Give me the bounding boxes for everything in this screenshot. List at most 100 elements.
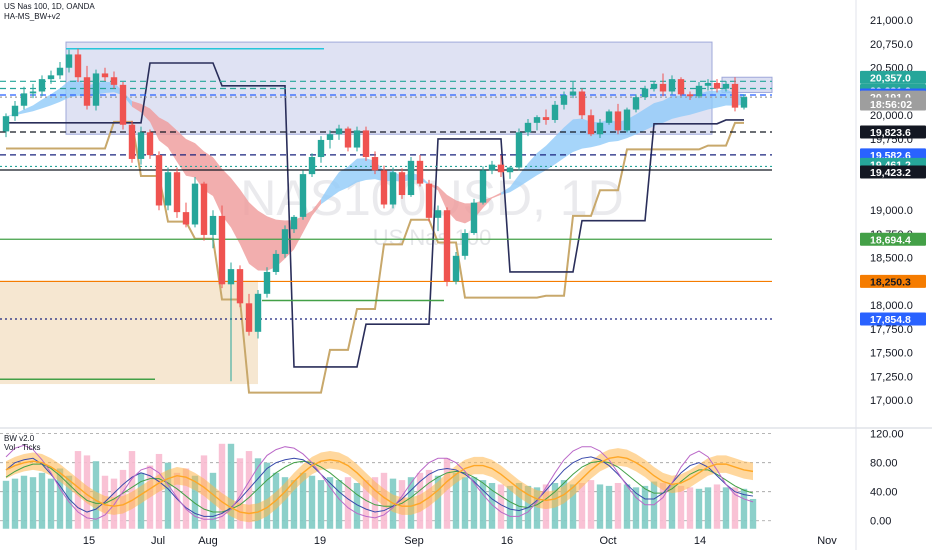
candle-body[interactable]	[11, 105, 19, 117]
oscillator-title[interactable]: BW v2.0	[4, 434, 35, 443]
candle-body[interactable]	[578, 91, 586, 116]
candle-body[interactable]	[380, 170, 388, 205]
price-badge-label: 17,854.8	[870, 314, 911, 326]
candle-body[interactable]	[290, 216, 298, 230]
candle-body[interactable]	[173, 172, 181, 213]
cloud-ribbon-segment	[708, 90, 717, 110]
candle-body[interactable]	[497, 164, 505, 173]
time-axis[interactable]: 15 Jul Aug 19 Sep 16 Oct 14 Nov	[83, 535, 837, 547]
candle-body[interactable]	[74, 54, 82, 78]
candle-body[interactable]	[533, 117, 541, 123]
candle-body[interactable]	[632, 97, 640, 110]
candle-body[interactable]	[371, 157, 379, 171]
candle-body[interactable]	[524, 122, 532, 133]
candle-body[interactable]	[299, 174, 307, 217]
candle-body[interactable]	[164, 172, 172, 206]
candle-body[interactable]	[542, 117, 550, 120]
candle-body[interactable]	[281, 229, 289, 254]
candle-body[interactable]	[452, 255, 460, 282]
candle-body[interactable]	[110, 77, 118, 85]
candle-body[interactable]	[182, 212, 190, 225]
candle-body[interactable]	[389, 172, 397, 205]
candle-body[interactable]	[443, 210, 451, 282]
price-badge-label: 19,423.2	[870, 167, 911, 179]
candle-body[interactable]	[47, 75, 55, 80]
indicator-title[interactable]: HA-MS_BW+v2	[4, 12, 61, 21]
candle-body[interactable]	[569, 91, 577, 96]
candle-body[interactable]	[461, 233, 469, 256]
candle-body[interactable]	[2, 116, 10, 132]
volume-bar	[335, 480, 343, 529]
candle-body[interactable]	[65, 54, 73, 68]
candle-body[interactable]	[722, 83, 730, 89]
candle-body[interactable]	[398, 172, 406, 196]
price-pane[interactable]	[0, 47, 772, 394]
candle-body[interactable]	[20, 93, 28, 106]
candle-body[interactable]	[326, 134, 334, 140]
candle-body[interactable]	[713, 82, 721, 89]
candle-body[interactable]	[155, 155, 163, 206]
oscillator-pane[interactable]	[0, 433, 772, 529]
candle-body[interactable]	[146, 132, 154, 156]
candle-body[interactable]	[227, 269, 235, 285]
candle-body[interactable]	[605, 111, 613, 123]
candle-body[interactable]	[596, 122, 604, 135]
candle-body[interactable]	[677, 79, 685, 95]
candle-body[interactable]	[101, 73, 109, 78]
candle-body[interactable]	[119, 84, 127, 125]
candle-body[interactable]	[407, 160, 415, 196]
candle-body[interactable]	[38, 79, 46, 92]
candle-body[interactable]	[470, 202, 478, 234]
candle-body[interactable]	[245, 303, 253, 332]
candle-body[interactable]	[434, 210, 442, 218]
candle-body[interactable]	[83, 77, 91, 106]
candle-body[interactable]	[308, 157, 316, 175]
candle-body[interactable]	[560, 95, 568, 105]
candle-body[interactable]	[272, 253, 280, 272]
candle-body[interactable]	[254, 293, 262, 332]
candle-body[interactable]	[695, 85, 703, 97]
candle-body[interactable]	[209, 215, 217, 235]
volume-title[interactable]: Vol · Ticks	[4, 443, 41, 452]
candle-body[interactable]	[344, 128, 352, 148]
candle-body[interactable]	[29, 91, 37, 94]
candle-body[interactable]	[731, 83, 739, 108]
candle-body[interactable]	[128, 124, 136, 159]
candle-body[interactable]	[515, 132, 523, 168]
volume-bar	[218, 443, 226, 529]
candle-body[interactable]	[263, 271, 271, 294]
candle-body[interactable]	[218, 215, 226, 285]
candle-body[interactable]	[56, 67, 64, 76]
candle-body[interactable]	[137, 132, 145, 159]
candle-body[interactable]	[686, 94, 694, 97]
candle-body[interactable]	[353, 130, 361, 148]
volume-bar	[443, 458, 451, 529]
candle-body[interactable]	[704, 82, 712, 86]
candle-body[interactable]	[317, 139, 325, 158]
cloud-ribbon-segment	[663, 95, 672, 123]
volume-bar	[254, 458, 262, 529]
candle-body[interactable]	[551, 104, 559, 120]
candle-body[interactable]	[668, 79, 676, 92]
cloud-ribbon-segment	[636, 108, 645, 135]
candle-body[interactable]	[488, 164, 496, 171]
candle-body[interactable]	[740, 97, 748, 108]
candle-body[interactable]	[200, 183, 208, 235]
candle-body[interactable]	[191, 183, 199, 225]
candle-body[interactable]	[623, 109, 631, 131]
candle-body[interactable]	[425, 183, 433, 218]
candle-body[interactable]	[362, 130, 370, 158]
candle-body[interactable]	[506, 167, 514, 173]
candle-body[interactable]	[416, 160, 424, 184]
candle-body[interactable]	[614, 111, 622, 131]
symbol-title[interactable]: US Nas 100, 1D, OANDA	[4, 2, 95, 11]
candle-body[interactable]	[641, 88, 649, 98]
candle-body[interactable]	[92, 73, 100, 106]
candle-body[interactable]	[650, 83, 658, 89]
candle-body[interactable]	[335, 128, 343, 135]
candle-body[interactable]	[236, 269, 244, 304]
volume-bar	[245, 451, 253, 529]
candle-body[interactable]	[479, 170, 487, 203]
candle-body[interactable]	[659, 83, 667, 92]
candle-body[interactable]	[587, 115, 595, 135]
